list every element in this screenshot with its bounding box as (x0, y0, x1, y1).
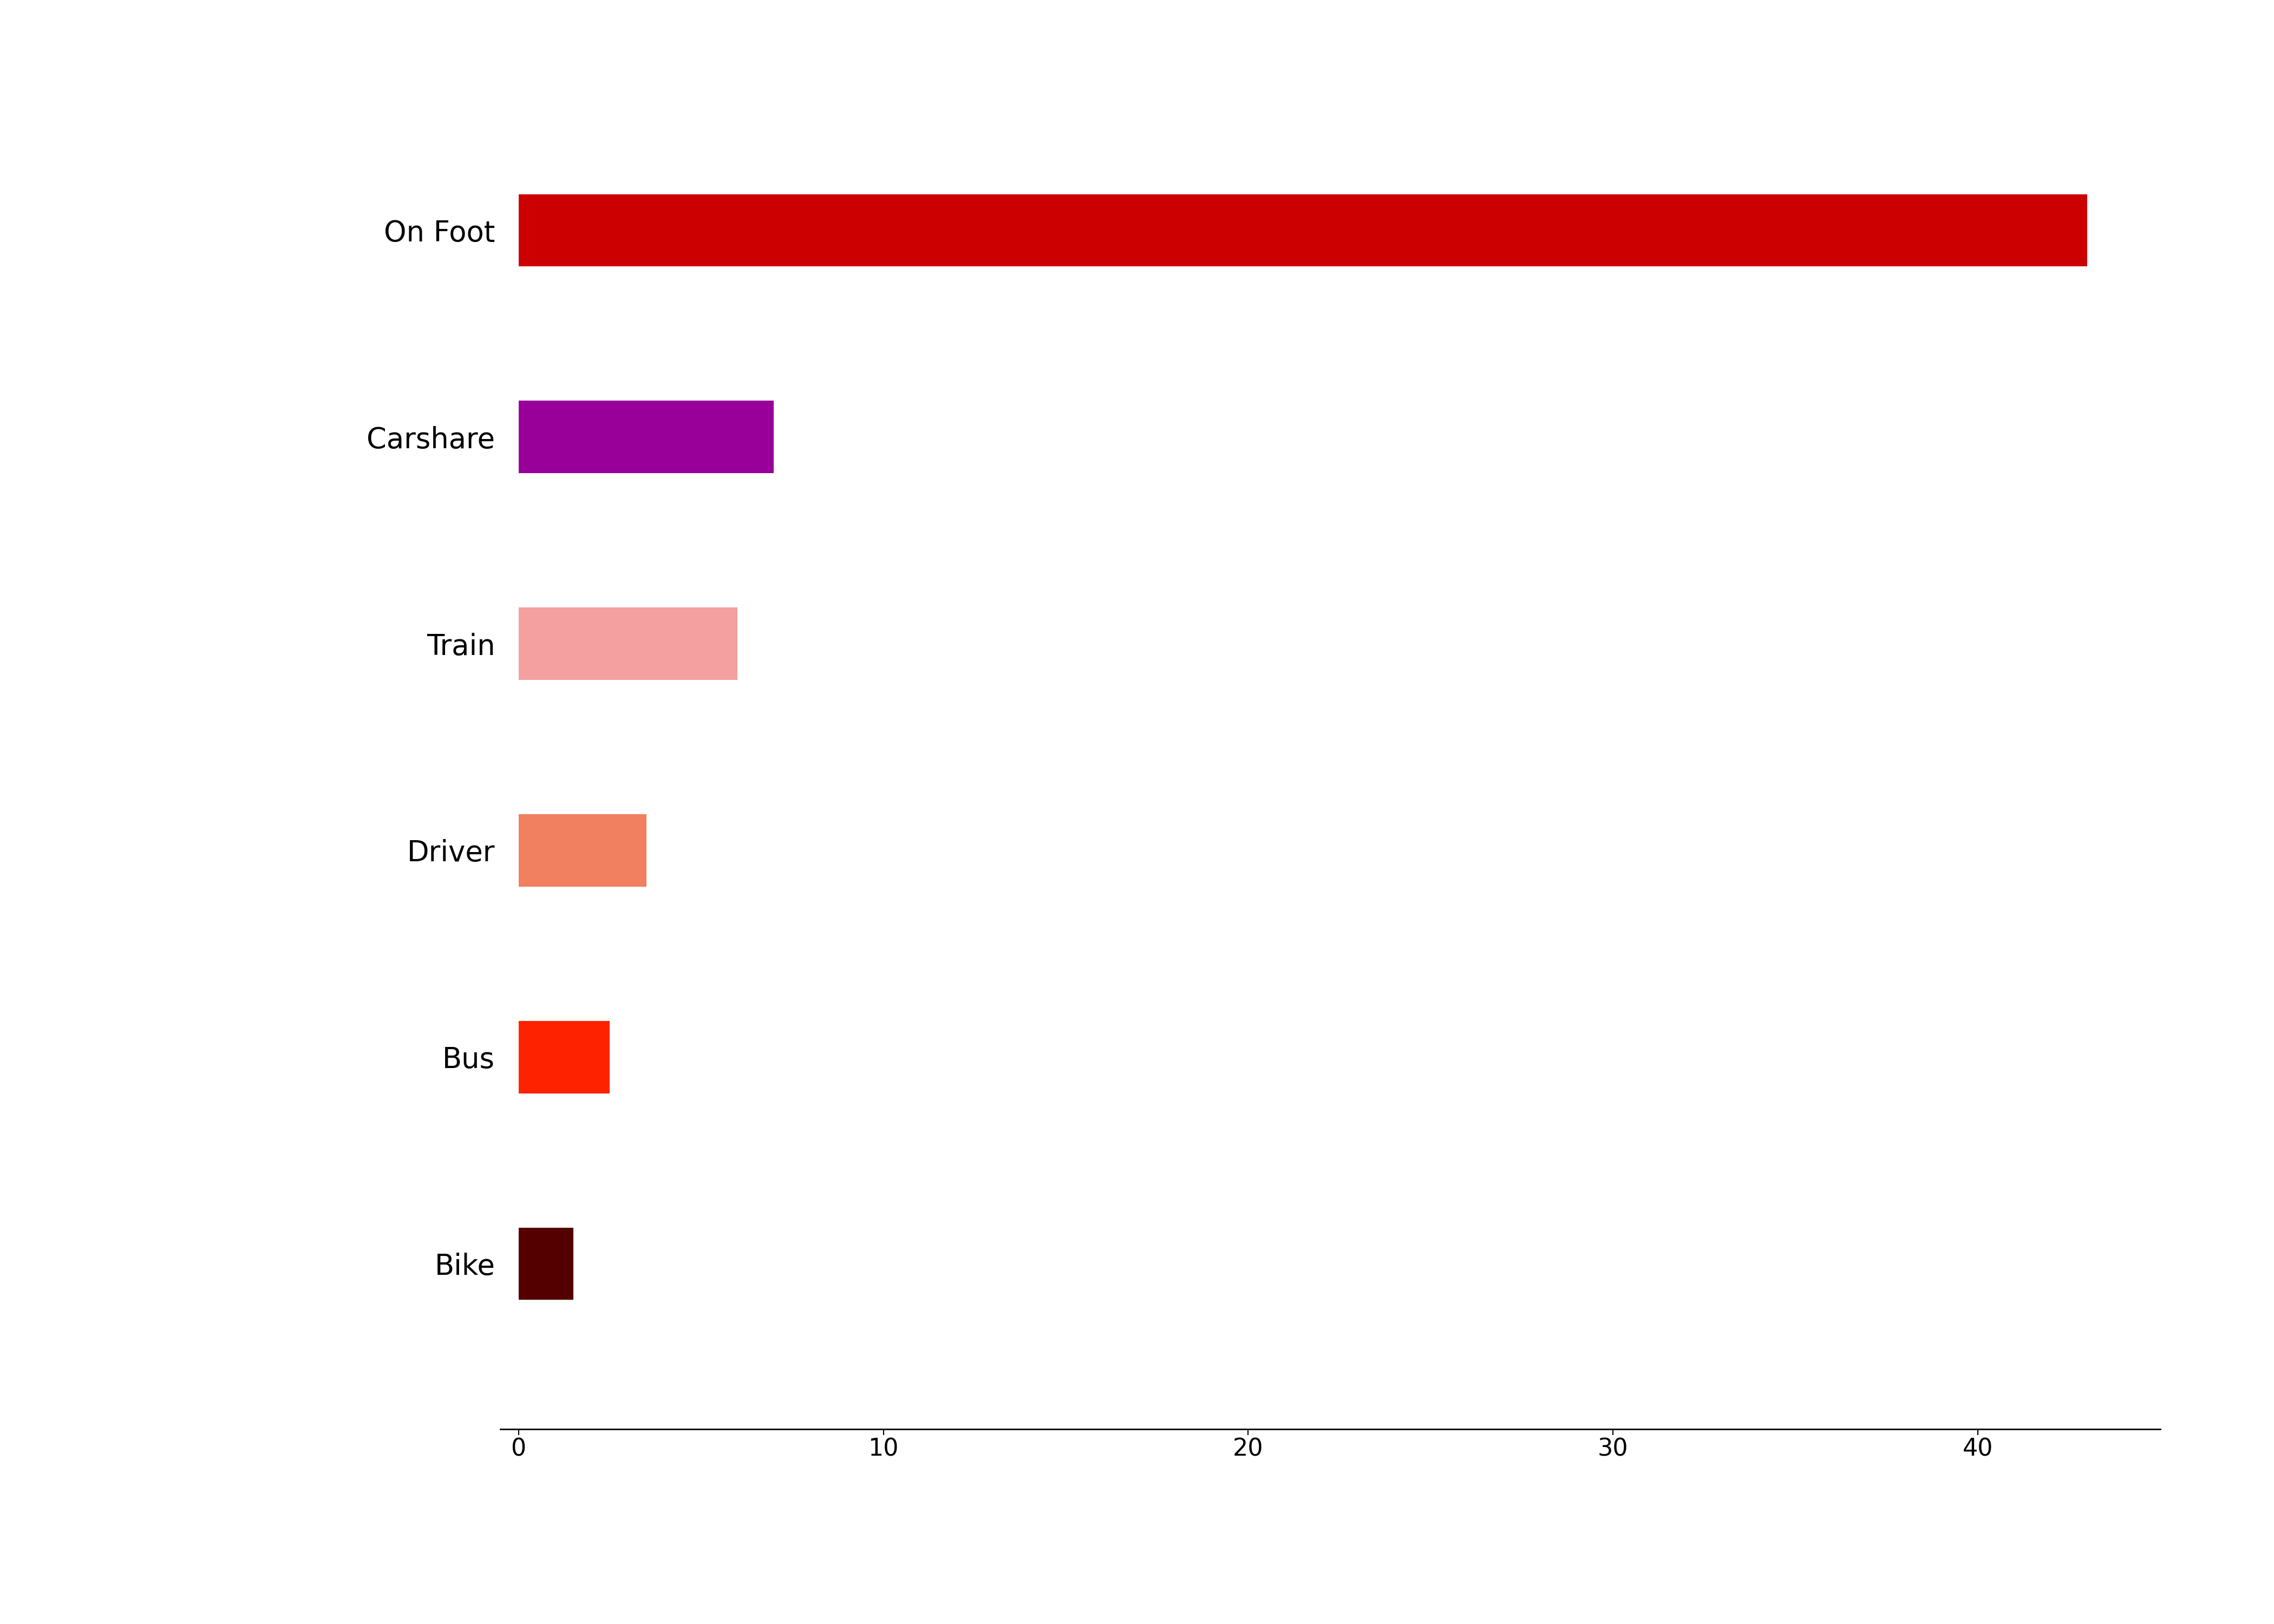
Bar (518, 195, 2088, 266)
Bar (518, 607, 737, 680)
Bar (518, 401, 773, 473)
Bar (518, 1021, 609, 1093)
Bar (518, 1228, 573, 1299)
Bar (518, 814, 646, 887)
